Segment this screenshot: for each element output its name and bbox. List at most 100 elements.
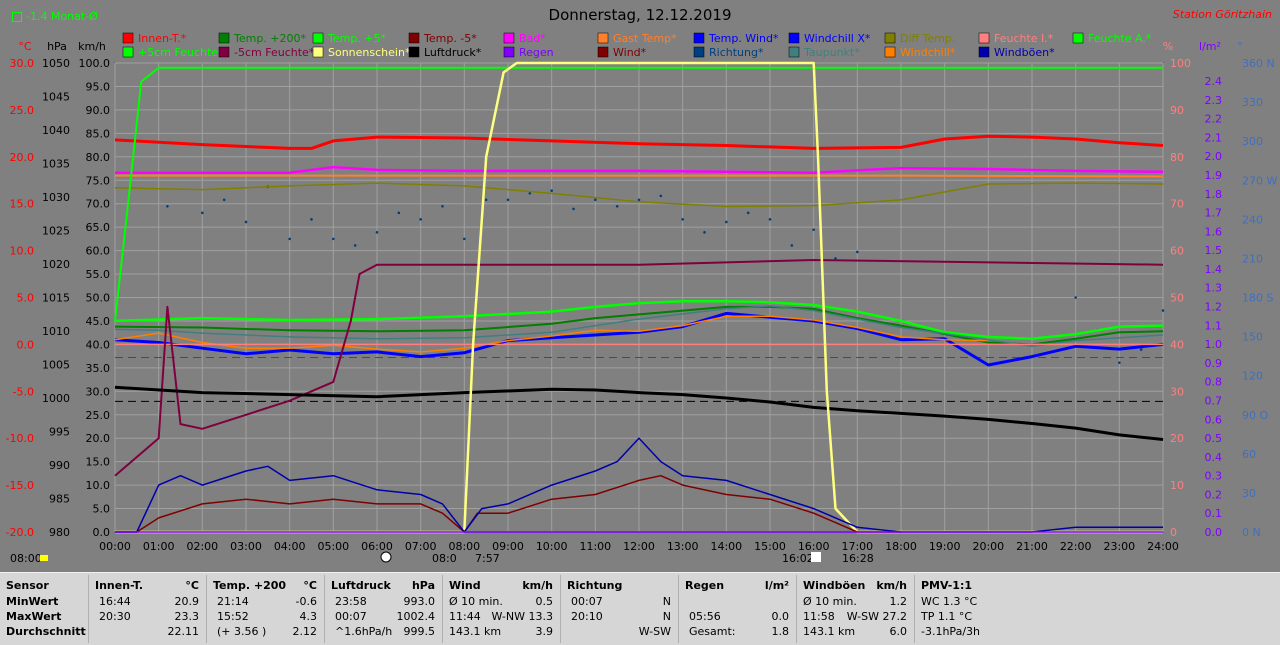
legend-swatch — [503, 46, 515, 58]
legend-label-row1: Innen-T.* — [138, 32, 187, 45]
stats-cell-value: 1002.4 — [396, 610, 436, 623]
stats-header: Wind km/h — [443, 579, 559, 594]
stats-cell-value: 999.5 — [403, 625, 436, 638]
humidity-tick-label: 60 — [1170, 245, 1184, 258]
direction-tick-label: 330 — [1242, 96, 1263, 109]
stats-header: Luftdruck hPa — [325, 579, 441, 594]
time-tick-label: 12:00 — [623, 540, 655, 553]
legend-swatch — [884, 32, 896, 44]
pressure-tick-label: 1005 — [42, 359, 70, 372]
stats-cell-value: 2.12 — [292, 625, 318, 638]
stats-row: 00:07 1002.4 — [325, 610, 441, 625]
richtung-point — [1074, 296, 1077, 299]
wind-tick-label: 30.0 — [86, 385, 111, 398]
humidity-tick-label: 90 — [1170, 104, 1184, 117]
stats-cell-value: 22.11 — [167, 625, 200, 638]
rain-tick-label: 0.9 — [1205, 357, 1223, 370]
stats-row: ^1.6hPa/h 999.5 — [325, 625, 441, 640]
stats-cell: WC 1.3 °C — [921, 595, 978, 608]
wind-tick-label: 35.0 — [86, 362, 111, 375]
stats-row: MinWert — [0, 595, 86, 610]
stats-header: Temp. +200 °C — [207, 579, 323, 594]
pressure-tick-label: 1045 — [42, 91, 70, 104]
legend: Innen-T.* Temp. +200* Temp. +5* Temp. -5* Ba… — [122, 32, 1152, 59]
stats-row: 143.1 km 3.9 — [443, 625, 559, 640]
stats-cell-value: N — [662, 610, 671, 623]
richtung-point — [506, 198, 510, 202]
wind-tick-label: 95.0 — [86, 80, 111, 93]
stats-cell-time: (+ 3.56 ) — [217, 625, 267, 638]
richtung-point — [463, 237, 466, 241]
sunshine-icon — [40, 555, 48, 561]
stats-box-windboeen: Windböen km/h Ø 10 min. 1.2 11:58 W-SW 27.2 14… — [796, 575, 913, 643]
richtung-point — [332, 237, 335, 241]
legend-swatch — [788, 46, 800, 58]
stats-cell-value: N — [662, 595, 671, 608]
humidity-tick-label: 50 — [1170, 292, 1184, 305]
legend-label-row1: Windchill X* — [804, 32, 871, 45]
richtung-point — [615, 205, 619, 208]
time-tick-label: 06:00 — [361, 540, 393, 553]
series-line — [114, 259, 1164, 477]
stats-cell-value: 1.2 — [889, 595, 908, 608]
stats-title: Temp. +200 — [213, 579, 287, 592]
richtung-point — [1161, 309, 1165, 312]
time-tick-label: 05:00 — [317, 540, 349, 553]
wind-tick-label: 85.0 — [86, 127, 111, 140]
monthly-avg: -1.4 Monat-Ø — [12, 10, 98, 23]
stats-cell-time: 16:44 — [99, 595, 131, 608]
time-tick-label: 23:00 — [1103, 540, 1135, 553]
richtung-point — [1139, 348, 1143, 351]
temp-tick-label: -10.0 — [6, 432, 34, 445]
stats-cell-time: 143.1 km — [803, 625, 856, 638]
legend-swatch — [597, 32, 609, 44]
sunset-label-b: 16:28 — [842, 552, 874, 565]
stats-unit: km/h — [876, 579, 907, 592]
stats-cell-time: Gesamt: — [689, 625, 736, 638]
stats-unit: °C — [185, 579, 199, 592]
stats-box-regen: Regen l/m² 05:56 0.0 Gesamt: 1.8 — [678, 575, 795, 643]
stats-cell: TP 1.1 °C — [921, 610, 973, 623]
stats-cell-value: 6.0 — [889, 625, 908, 638]
series-line — [115, 174, 1164, 178]
time-tick-label: 08:00 — [448, 540, 480, 553]
richtung-point — [288, 237, 291, 241]
richtung-point — [746, 211, 750, 215]
series-line — [115, 61, 1163, 534]
stats-row: (+ 3.56 ) 2.12 — [207, 625, 323, 640]
stats-unit: l/m² — [764, 579, 789, 592]
time-tick-label: 07:00 — [405, 540, 437, 553]
time-tick-label: 14:00 — [710, 540, 742, 553]
time-tick-label: 16:00 — [798, 540, 830, 553]
stats-row: 23:58 993.0 — [325, 595, 441, 610]
legend-swatch — [693, 46, 705, 58]
legend-label-row2: Windböen* — [994, 46, 1055, 59]
station-name: Station Göritzhain — [1172, 8, 1272, 21]
stats-cell-time: 20:30 — [99, 610, 131, 623]
richtung-point — [703, 231, 706, 234]
richtung-point — [637, 198, 641, 202]
humidity-tick-label: 40 — [1170, 338, 1184, 351]
sunrise-label-a: 08:0 — [432, 552, 457, 565]
legend-label-row2: -5cm Feuchte* — [234, 46, 315, 59]
legend-swatch — [218, 46, 230, 58]
wind-tick-label: 65.0 — [86, 221, 111, 234]
stats-title: Innen-T. — [95, 579, 144, 592]
richtung-point — [1118, 361, 1121, 364]
legend-swatch — [408, 46, 420, 58]
series-layer — [114, 61, 1165, 534]
time-tick-label: 21:00 — [1016, 540, 1048, 553]
stats-box-luftdruck: Luftdruck hPa 23:58 993.0 00:07 1002.4 ^1.6hPa… — [324, 575, 441, 643]
checkbox-icon[interactable] — [12, 12, 22, 22]
legend-label-row1: Feuchte A.* — [1088, 32, 1152, 45]
humidity-tick-label: 100 — [1170, 57, 1191, 70]
direction-tick-label: 90 O — [1242, 409, 1268, 422]
sunrise-label-b: 7:57 — [475, 552, 500, 565]
pressure-tick-label: 1040 — [42, 124, 70, 137]
legend-label-row2: Taupunkt* — [803, 46, 860, 59]
stats-header: Innen-T. °C — [89, 579, 205, 594]
stats-cell-value: 20.9 — [174, 595, 200, 608]
humidity-tick-label: 20 — [1170, 432, 1184, 445]
stats-cell-time: 00:07 — [571, 595, 603, 608]
temp-tick-label: 5.0 — [17, 292, 35, 305]
